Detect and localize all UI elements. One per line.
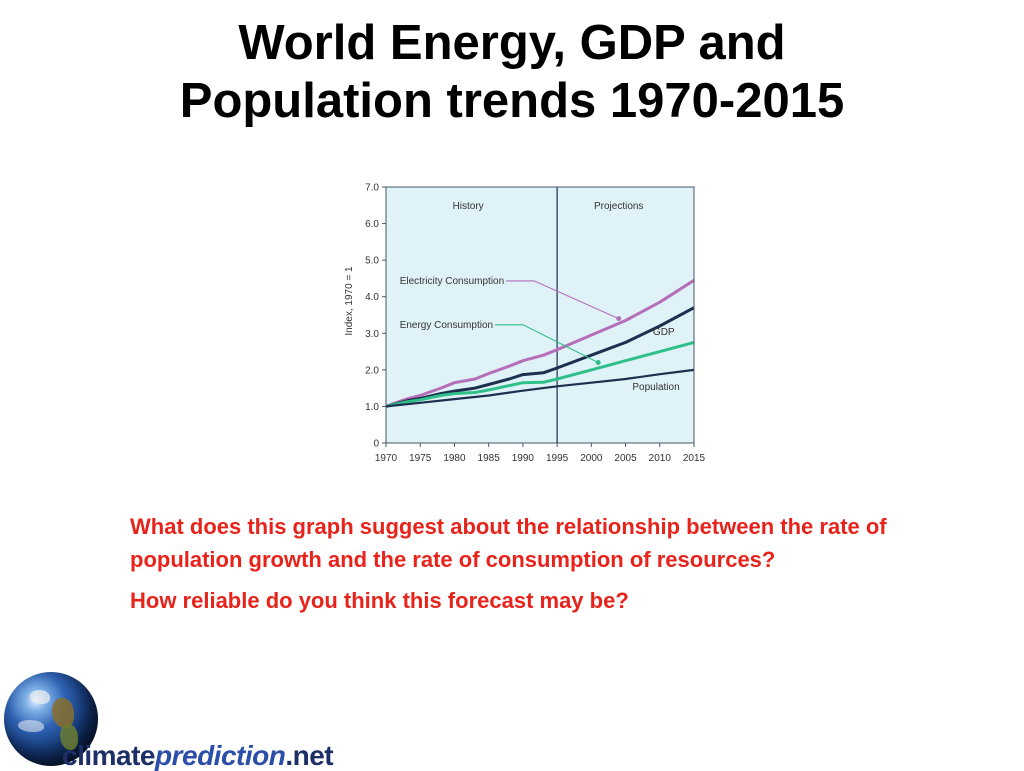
question-2: How reliable do you think this forecast … bbox=[130, 588, 629, 613]
x-tick-label: 2010 bbox=[649, 453, 672, 464]
y-tick-label: 7.0 bbox=[365, 183, 379, 194]
x-tick-label: 1970 bbox=[375, 453, 398, 464]
logo-climate-text: climate bbox=[62, 740, 156, 771]
title-line-2: Population trends 1970-2015 bbox=[179, 74, 845, 128]
question-1: What does this graph suggest about the r… bbox=[130, 514, 887, 572]
logo-net-text: .net bbox=[285, 740, 334, 771]
x-tick-label: 1990 bbox=[512, 453, 535, 464]
annotation-population: Population bbox=[632, 382, 679, 393]
x-tick-label: 2005 bbox=[614, 453, 637, 464]
x-tick-label: 2015 bbox=[683, 453, 706, 464]
y-axis-label: Index, 1970 = 1 bbox=[344, 266, 355, 336]
discussion-questions: What does this graph suggest about the r… bbox=[130, 510, 980, 625]
trend-chart: History Projections Electricity Consumpti… bbox=[344, 183, 706, 465]
plot-background bbox=[386, 187, 694, 443]
y-tick-label: 0 bbox=[373, 439, 379, 450]
x-tick-label: 2000 bbox=[580, 453, 603, 464]
annotation-leader-energy-consumption bbox=[495, 324, 599, 364]
annotation-energy-consumption: Energy Consumption bbox=[400, 320, 493, 331]
y-tick-label: 2.0 bbox=[365, 365, 379, 376]
annotation-marker-electricity-consumption bbox=[616, 316, 622, 322]
annotation-gdp: GDP bbox=[653, 327, 675, 338]
logo-wordmark: climateprediction.net bbox=[62, 742, 334, 770]
series-line-population bbox=[385, 368, 695, 408]
annotation-leader-electricity-consumption bbox=[506, 280, 619, 320]
climateprediction-logo: climateprediction.net bbox=[0, 668, 420, 770]
series-line-gdp bbox=[385, 306, 695, 408]
annotation-marker-energy-consumption bbox=[595, 360, 601, 366]
series-line-electricity-consumption bbox=[385, 279, 695, 408]
slide-title: World Energy, GDP and Population trends … bbox=[0, 14, 1024, 130]
title-line-1: World Energy, GDP and bbox=[238, 16, 786, 70]
x-tick-label: 1995 bbox=[546, 453, 569, 464]
plot-frame bbox=[385, 186, 695, 444]
x-tick-label: 1985 bbox=[478, 453, 501, 464]
series-line-energy-consumption bbox=[385, 340, 695, 408]
x-tick-label: 1980 bbox=[443, 453, 466, 464]
x-tick-label: 1975 bbox=[409, 453, 432, 464]
y-tick-label: 6.0 bbox=[365, 219, 379, 230]
annotation-electricity-consumption: Electricity Consumption bbox=[400, 276, 504, 287]
region-label-projections: Projections bbox=[594, 201, 643, 212]
earth-globe-icon bbox=[4, 672, 98, 766]
region-label-history: History bbox=[453, 201, 484, 212]
logo-prediction-text: prediction bbox=[155, 740, 286, 771]
y-tick-label: 1.0 bbox=[365, 402, 379, 413]
y-tick-label: 3.0 bbox=[365, 329, 379, 340]
y-tick-label: 5.0 bbox=[365, 256, 379, 267]
y-tick-label: 4.0 bbox=[365, 292, 379, 303]
